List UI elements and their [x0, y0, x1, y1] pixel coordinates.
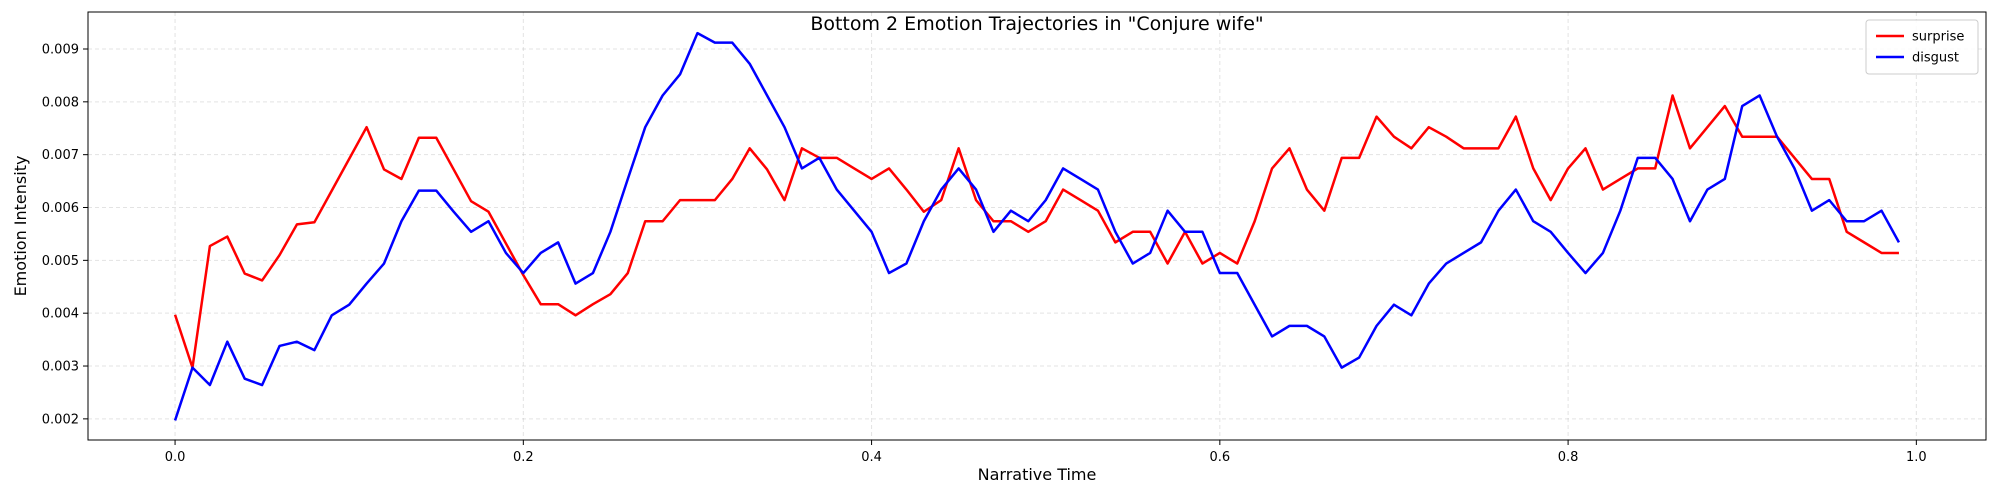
series-layer: [173, 31, 1901, 421]
x-tick-label: 1.0: [1906, 450, 1927, 465]
legend-label-surprise: surprise: [1912, 30, 1964, 45]
y-tick-label: 0.004: [42, 307, 79, 322]
y-tick-label: 0.007: [42, 148, 79, 163]
x-tick-label: 0.8: [1558, 450, 1579, 465]
x-tick-label: 0.2: [513, 450, 534, 465]
plot-frame: [87, 11, 1987, 441]
x-tick-label: 0.6: [1209, 450, 1230, 465]
y-tick-label: 0.005: [42, 254, 79, 269]
legend-label-disgust: disgust: [1912, 51, 1959, 66]
grid: [88, 12, 1986, 440]
axis-ticks: 0.0 0.2 0.4 0.6 0.8 1.0 0.002 0.003 0.004 0.005 0.…: [42, 42, 1927, 465]
series-line-surprise: [173, 94, 1899, 369]
chart-title: Bottom 2 Emotion Trajectories in "Conjur…: [810, 13, 1263, 35]
y-tick-label: 0.003: [42, 360, 79, 375]
y-axis-label: Emotion Intensity: [11, 156, 30, 297]
x-tick-label: 0.4: [861, 450, 882, 465]
series-line-disgust: [173, 31, 1901, 421]
x-axis-label: Narrative Time: [978, 465, 1097, 484]
y-tick-label: 0.009: [42, 42, 79, 57]
legend-box: [1865, 19, 1979, 75]
y-tick-label: 0.006: [42, 201, 79, 216]
x-tick-label: 0.0: [165, 450, 186, 465]
legend: surprise disgust: [1865, 19, 1979, 75]
y-tick-label: 0.008: [42, 95, 79, 110]
y-tick-label: 0.002: [42, 412, 79, 427]
